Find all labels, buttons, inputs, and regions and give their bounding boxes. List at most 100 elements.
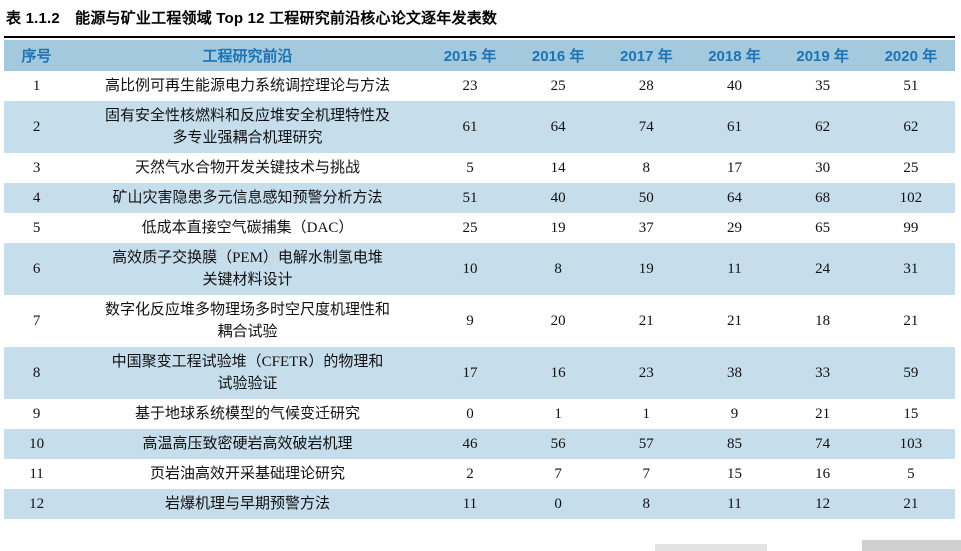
paper-count-cell: 21 [903, 313, 919, 329]
paper-count-cell: 5 [907, 466, 915, 482]
paper-count-cell: 59 [903, 365, 919, 381]
paper-count-cell: 21 [815, 406, 831, 422]
research-front-cell: 高效质子交换膜（PEM）电解水制氢电堆 关键材料设计 [112, 250, 383, 288]
paper-count-cell: 17 [462, 365, 478, 381]
paper-count-cell: 64 [550, 119, 566, 135]
paper-count-cell: 51 [462, 190, 478, 206]
header-row: 序号 工程研究前沿 2015 年 2016 年 2017 年 2018 年 2019 年 20… [4, 40, 955, 71]
paper-count-cell: 9 [730, 406, 739, 422]
paper-count-cell: 8 [554, 261, 562, 277]
paper-count-cell: 8 [642, 160, 651, 176]
paper-count-cell: 2 [466, 466, 474, 482]
table-row: 10 高温高压致密硬岩高效破岩机理 46 56 57 85 74 103 [4, 429, 955, 459]
column-header: 序号 [4, 40, 70, 71]
paper-count-cell: 74 [815, 436, 831, 452]
paper-count-cell: 21 [726, 313, 742, 329]
paper-count-cell: 18 [815, 313, 831, 329]
paper-count-cell: 38 [726, 365, 742, 381]
paper-count-cell: 65 [815, 220, 831, 236]
paper-count-cell: 10 [462, 261, 478, 277]
paper-count-cell: 28 [638, 78, 654, 94]
table-row: 3 天然气水合物开发关键技术与挑战 5 14 8 17 30 25 [4, 153, 955, 183]
paper-count-cell: 62 [903, 119, 919, 135]
paper-count-cell: 7 [554, 466, 562, 482]
paper-count-cell: 62 [815, 119, 831, 135]
table-row: 11 页岩油高效开采基础理论研究 2 7 7 15 16 5 [4, 459, 955, 489]
paper-count-cell: 17 [726, 160, 742, 176]
table-body: 1 高比例可再生能源电力系统调控理论与方法 23 25 28 40 35 51 2 固有安全性核燃… [4, 71, 955, 519]
paper-count-cell: 68 [815, 190, 831, 206]
research-front-cell: 低成本直接空气碳捕集（DAC） [141, 220, 354, 236]
paper-count-cell: 25 [462, 220, 478, 236]
paper-count-cell: 5 [466, 160, 474, 176]
research-front-cell: 数字化反应堆多物理场多时空尺度机理性和 耦合试验 [104, 302, 390, 340]
paper-count-cell: 35 [815, 78, 831, 94]
row-index-cell: 7 [32, 313, 41, 329]
paper-count-cell: 15 [903, 406, 919, 422]
paper-count-cell: 85 [726, 436, 742, 452]
paper-count-cell: 9 [466, 313, 474, 329]
paper-count-cell: 61 [462, 119, 478, 135]
row-index-cell: 3 [32, 160, 41, 176]
paper-count-cell: 25 [903, 160, 919, 176]
research-front-cell: 矿山灾害隐患多元信息感知预警分析方法 [112, 190, 383, 206]
row-index-cell: 4 [32, 190, 41, 206]
column-header: 2017 年 [602, 40, 691, 71]
paper-count-cell: 19 [550, 220, 566, 236]
row-index-cell: 6 [32, 261, 41, 277]
paper-count-cell: 20 [550, 313, 566, 329]
table-row: 12 岩爆机理与早期预警方法 11 0 8 11 12 21 [4, 489, 955, 519]
paper-count-cell: 99 [903, 220, 919, 236]
table-row: 7 数字化反应堆多物理场多时空尺度机理性和 耦合试验 9 20 21 21 18 21 [4, 295, 955, 347]
paper-count-cell: 12 [815, 496, 831, 512]
row-index-cell: 2 [32, 119, 41, 135]
research-front-cell: 高比例可再生能源电力系统调控理论与方法 [104, 78, 390, 94]
row-index-cell: 12 [29, 496, 45, 512]
paper-count-cell: 31 [903, 261, 919, 277]
research-front-cell: 岩爆机理与早期预警方法 [164, 496, 330, 512]
paper-count-cell: 37 [638, 220, 654, 236]
research-front-cell: 基于地球系统模型的气候变迁研究 [134, 406, 360, 422]
paper-count-cell: 23 [638, 365, 654, 381]
data-table: 序号 工程研究前沿 2015 年 2016 年 2017 年 2018 年 2019 年 20… [4, 40, 955, 519]
paper-count-cell: 0 [466, 406, 474, 422]
table-caption: 表 1.1.2 能源与矿业工程领域 Top 12 工程研究前沿核心论文逐年发表数 [4, 4, 955, 38]
row-index-cell: 9 [32, 406, 41, 422]
table-header: 序号 工程研究前沿 2015 年 2016 年 2017 年 2018 年 2019 年 20… [4, 40, 955, 71]
paper-count-cell: 24 [815, 261, 831, 277]
row-index-cell: 5 [32, 220, 41, 236]
paper-count-cell: 103 [899, 436, 923, 452]
paper-count-cell: 61 [726, 119, 742, 135]
paper-count-cell: 102 [899, 190, 923, 206]
paper-count-cell: 56 [550, 436, 566, 452]
table-row: 2 固有安全性核燃料和反应堆安全机理特性及 多专业强耦合机理研究 61 64 74 61 6… [4, 101, 955, 153]
table-row: 9 基于地球系统模型的气候变迁研究 0 1 1 9 21 15 [4, 399, 955, 429]
column-header: 工程研究前沿 [69, 40, 426, 71]
paper-count-cell: 33 [815, 365, 831, 381]
paper-count-cell: 11 [727, 261, 742, 277]
page-edge-artifact [862, 540, 961, 551]
row-index-cell: 11 [29, 466, 44, 482]
table-row: 6 高效质子交换膜（PEM）电解水制氢电堆 关键材料设计 10 8 19 11 24 31 [4, 243, 955, 295]
paper-count-cell: 16 [550, 365, 566, 381]
document-table-section: 表 1.1.2 能源与矿业工程领域 Top 12 工程研究前沿核心论文逐年发表数… [4, 4, 955, 519]
paper-count-cell: 29 [726, 220, 742, 236]
table-row: 1 高比例可再生能源电力系统调控理论与方法 23 25 28 40 35 51 [4, 71, 955, 101]
page-edge-artifact [655, 544, 767, 551]
paper-count-cell: 15 [726, 466, 742, 482]
table-row: 8 中国聚变工程试验堆（CFETR）的物理和 试验验证 17 16 23 38 33 59 [4, 347, 955, 399]
paper-count-cell: 57 [638, 436, 654, 452]
research-front-cell: 高温高压致密硬岩高效破岩机理 [142, 436, 353, 452]
row-index-cell: 10 [29, 436, 45, 452]
column-header: 2018 年 [690, 40, 779, 71]
row-index-cell: 1 [32, 78, 41, 94]
research-front-cell: 天然气水合物开发关键技术与挑战 [134, 160, 360, 176]
paper-count-cell: 11 [727, 496, 742, 512]
paper-count-cell: 25 [550, 78, 566, 94]
paper-count-cell: 46 [462, 436, 478, 452]
paper-count-cell: 74 [638, 119, 654, 135]
column-header: 2016 年 [514, 40, 603, 71]
column-header: 2020 年 [866, 40, 955, 71]
research-front-cell: 固有安全性核燃料和反应堆安全机理特性及 多专业强耦合机理研究 [104, 108, 390, 146]
paper-count-cell: 0 [554, 496, 562, 512]
